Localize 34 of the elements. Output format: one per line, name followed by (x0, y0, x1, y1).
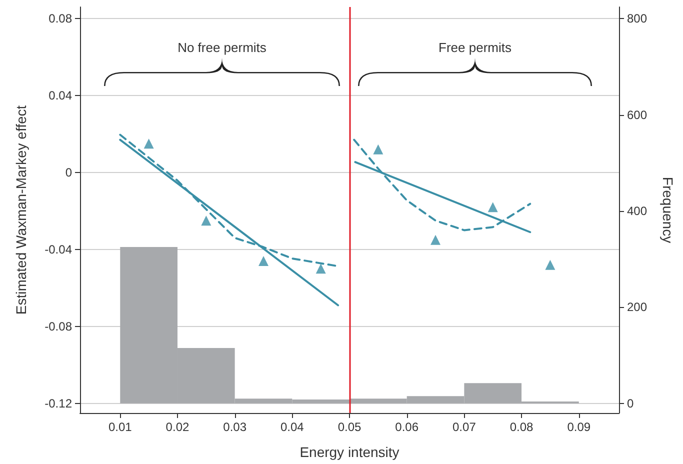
point (316, 264, 326, 274)
y2-tick-label: 600 (627, 108, 648, 122)
annotation: No free permits (178, 40, 267, 55)
y-tick-label: 0 (65, 165, 72, 180)
x-tick-label: 0.09 (567, 420, 591, 434)
y2-axis-title: Frequency (660, 176, 676, 244)
point (201, 216, 212, 226)
point (545, 260, 556, 270)
y-axis-title: Estimated Waxman-Markey effect (13, 105, 29, 315)
x-tick-label: 0.08 (510, 420, 534, 434)
y2-tick-label: 800 (627, 12, 648, 26)
x-tick-label: 0.07 (452, 420, 476, 434)
point (430, 234, 441, 245)
y-tick-label: 0.08 (48, 12, 72, 26)
y-tick-label: -0.04 (44, 242, 72, 256)
x-tick-label: 0.05 (338, 420, 362, 434)
x-tick-label: 0.03 (223, 420, 247, 434)
y2-tick-label: 0 (627, 396, 634, 410)
point (488, 202, 498, 212)
y-tick-label: -0.08 (44, 319, 72, 334)
y-tick-label: -0.12 (44, 396, 72, 410)
x-tick-label: 0.06 (395, 420, 419, 434)
line-series (353, 138, 532, 232)
y-tick-label: 0.04 (48, 88, 72, 103)
x-tick-label: 0.02 (166, 420, 190, 434)
point (258, 256, 268, 266)
x-tick-label: 0.01 (108, 420, 132, 434)
y2-tick-label: 400 (627, 204, 648, 218)
x-axis-title: Energy intensity (300, 444, 400, 460)
point (373, 144, 384, 154)
annotation: Free permits (438, 40, 512, 55)
y2-tick-label: 200 (627, 300, 648, 314)
point (144, 138, 154, 149)
x-tick-label: 0.04 (280, 420, 304, 434)
